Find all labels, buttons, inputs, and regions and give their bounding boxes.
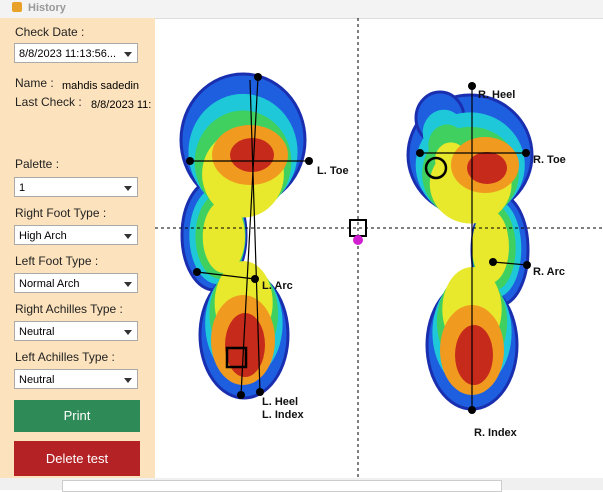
point-label: L. Heel	[262, 396, 298, 408]
point-label: L. Toe	[317, 165, 349, 177]
measure-points	[186, 73, 531, 414]
point-label: R. Arc	[533, 266, 565, 278]
dropdown[interactable]: Neutral	[14, 321, 138, 341]
print-button[interactable]: Print	[14, 400, 140, 432]
dropdown[interactable]: Normal Arch	[14, 273, 138, 293]
input-box[interactable]	[62, 480, 502, 492]
side-panel: Check Date : 8/8/2023 11:13:56... Name :…	[0, 18, 155, 478]
label: Name :	[15, 76, 54, 90]
status-strip	[0, 478, 603, 492]
cursor-dot	[353, 235, 363, 245]
label: Left Foot Type :	[15, 254, 99, 268]
title-bar: History	[0, 0, 603, 19]
measure-lines	[190, 76, 528, 410]
dropdown[interactable]: Neutral	[14, 369, 138, 389]
window-title: History	[28, 2, 66, 14]
point-label: R. Index	[474, 427, 518, 439]
label: Palette :	[15, 157, 60, 171]
point-label: R. Toe	[533, 154, 566, 166]
crosshair	[155, 18, 603, 478]
marker-square	[225, 346, 248, 369]
footprint-view: L. Toe L. Arc L. Heel L. Index R. Heel R…	[155, 18, 603, 478]
label: Right Achilles Type :	[15, 302, 123, 316]
app-icon	[12, 2, 22, 12]
point-label: L. Index	[262, 409, 304, 421]
label: Last Check :	[15, 95, 82, 109]
value: 8/8/2023 11:	[91, 99, 152, 111]
dropdown[interactable]: 1	[14, 177, 138, 197]
point-label: L. Arc	[262, 280, 293, 292]
right-foot-heatmap	[406, 90, 534, 411]
label: Left Achilles Type :	[15, 350, 115, 364]
dropdown[interactable]: High Arch	[14, 225, 138, 245]
dropdown[interactable]: 8/8/2023 11:13:56...	[14, 43, 138, 63]
delete-button[interactable]: Delete test	[14, 441, 140, 476]
label: Right Foot Type :	[15, 206, 107, 220]
marker-circle	[424, 156, 448, 180]
point-label: R. Heel	[478, 89, 515, 101]
value: mahdis sadedin	[62, 80, 140, 92]
label: Check Date :	[15, 25, 85, 39]
